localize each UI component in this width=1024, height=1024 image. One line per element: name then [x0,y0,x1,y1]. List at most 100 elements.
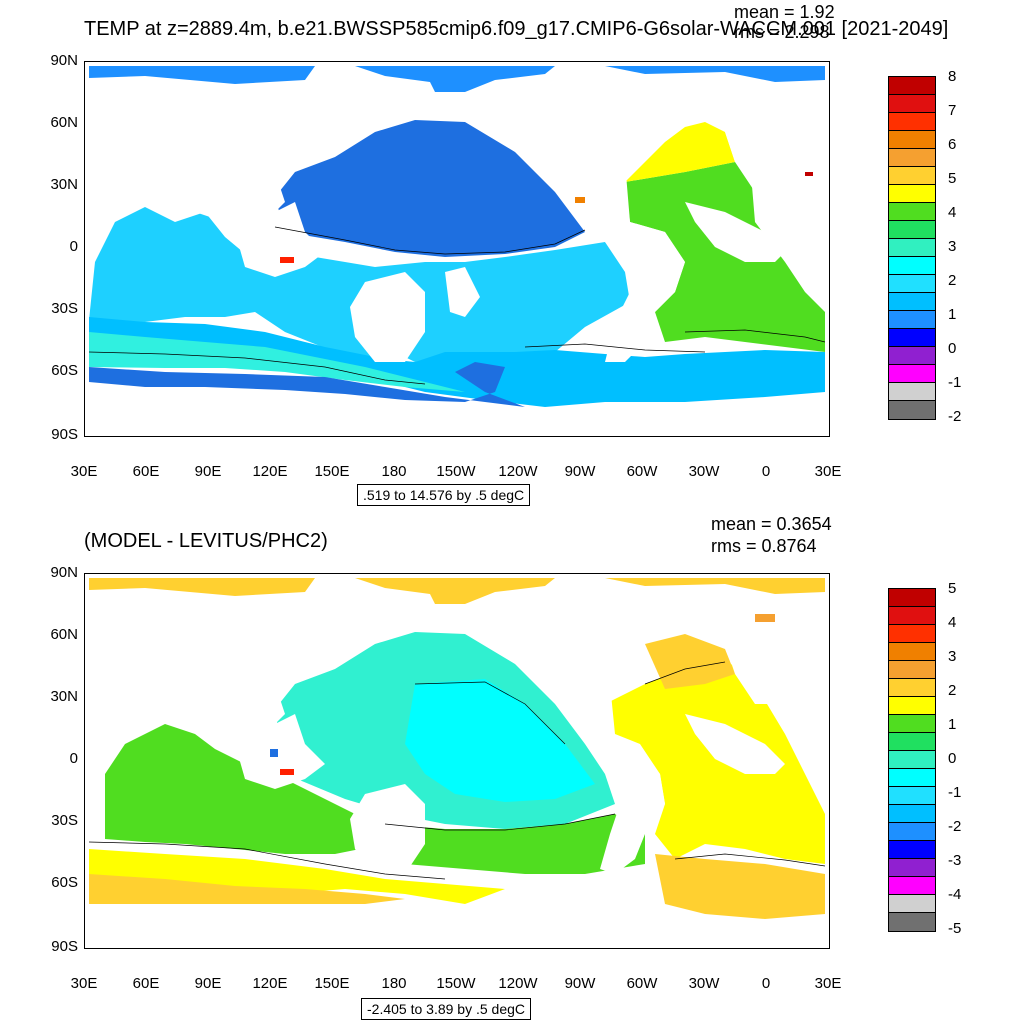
colorbar-swatch [889,275,935,293]
colorbar-swatch [889,185,935,203]
colorbar-label: 5 [948,170,957,187]
colorbar-swatch [889,625,935,643]
mean-value: mean = 0.3654 [711,514,832,534]
lon-label: 90W [564,975,596,992]
colorbar-label: 1 [948,306,957,323]
lon-label: 150W [436,975,476,992]
lat-label: 60N [50,114,78,131]
colorbar-swatch [889,859,935,877]
lon-label: 0 [761,975,771,992]
lat-label: 60S [51,362,78,379]
range-label: .519 to 14.576 by .5 degC [357,484,531,506]
colorbar-label: 0 [948,750,957,767]
colorbar-label: 1 [948,716,957,733]
colorbar-swatch [889,221,935,239]
colorbar-swatch [889,257,935,275]
colorbar-swatch [889,895,935,913]
lon-label: 60E [132,975,160,992]
colorbar-swatch [889,877,935,895]
panel-top: TEMP at z=2889.4m, b.e21.BWSSP585cmip6.f… [50,2,962,506]
colorbar-swatch [889,149,935,167]
colorbar-label: 5 [948,580,957,597]
mean-value: mean = 1.92 [734,2,835,22]
colorbar-swatch [889,311,935,329]
lon-label: 90W [564,463,596,480]
colorbar-swatch [889,77,935,95]
lat-label: 30S [51,812,78,829]
lon-label: 60E [132,463,160,480]
colorbar-swatch [889,841,935,859]
lat-label: 30N [50,176,78,193]
colorbar-swatch [889,383,935,401]
colorbar-swatch [889,113,935,131]
colorbar-swatch [889,787,935,805]
colorbar-label: -2 [948,818,962,835]
lon-label: 60W [626,463,658,480]
colorbar-swatch [889,769,935,787]
lon-label: 0 [761,463,771,480]
colorbar-swatch [889,715,935,733]
colorbar-label: -1 [948,784,962,801]
lat-label: 0 [69,750,78,767]
lon-label: 30E [814,463,842,480]
lat-label: 90N [50,564,78,581]
colorbar-label: 2 [948,272,957,289]
difference-map [88,578,826,919]
rms-value: rms = 2.298 [734,22,830,42]
colorbar-swatch [889,589,935,607]
colorbar-label: -3 [948,852,962,869]
colorbar-swatch [889,347,935,365]
colorbar-label: -4 [948,886,962,903]
lon-label: 120W [498,463,538,480]
colorbar-swatch [889,167,935,185]
colorbar-label: 0 [948,340,957,357]
lon-label: 150E [314,975,350,992]
rms-value: rms = 0.8764 [711,536,817,556]
lon-label: 30E [70,463,98,480]
panel-bottom: (MODEL - LEVITUS/PHC2) mean = 0.3654 rms… [0,512,1024,1024]
colorbar-label: -2 [948,408,962,425]
colorbar-swatch [889,95,935,113]
colorbar-swatch [889,607,935,625]
lon-label: 30E [814,975,842,992]
colorbar-label: 6 [948,136,957,153]
colorbar-label: -5 [948,920,962,937]
colorbar-swatch [889,697,935,715]
colorbar-swatch [889,131,935,149]
colorbar-swatch [889,805,935,823]
lon-label: 30W [688,975,720,992]
colorbar-swatch [889,293,935,311]
lon-label: 120W [498,975,538,992]
lon-label: 180 [381,463,407,480]
colorbar [888,76,936,420]
panel-title: (MODEL - LEVITUS/PHC2) [84,530,328,552]
map-plot [84,573,830,949]
lat-label: 30N [50,688,78,705]
lon-label: 120E [252,975,288,992]
lon-label: 150E [314,463,350,480]
colorbar-label: 4 [948,614,957,631]
colorbar [888,588,936,932]
lat-label: 90S [51,938,78,955]
colorbar-swatch [889,329,935,347]
lon-label: 150W [436,463,476,480]
lat-label: 60N [50,626,78,643]
colorbar-swatch [889,823,935,841]
lat-label: 0 [69,238,78,255]
colorbar-swatch [889,643,935,661]
colorbar-label: 4 [948,204,957,221]
colorbar-swatch [889,401,935,419]
lon-label: 90E [194,463,222,480]
temperature-map [88,66,826,407]
lon-label: 90E [194,975,222,992]
lat-label: 90N [50,52,78,69]
colorbar-swatch [889,239,935,257]
lon-label: 120E [252,463,288,480]
colorbar-swatch [889,913,935,931]
lon-label: 180 [381,975,407,992]
colorbar-label: 3 [948,238,957,255]
map-plot [84,61,830,437]
lat-label: 90S [51,426,78,443]
colorbar-label: -1 [948,374,962,391]
colorbar-swatch [889,661,935,679]
